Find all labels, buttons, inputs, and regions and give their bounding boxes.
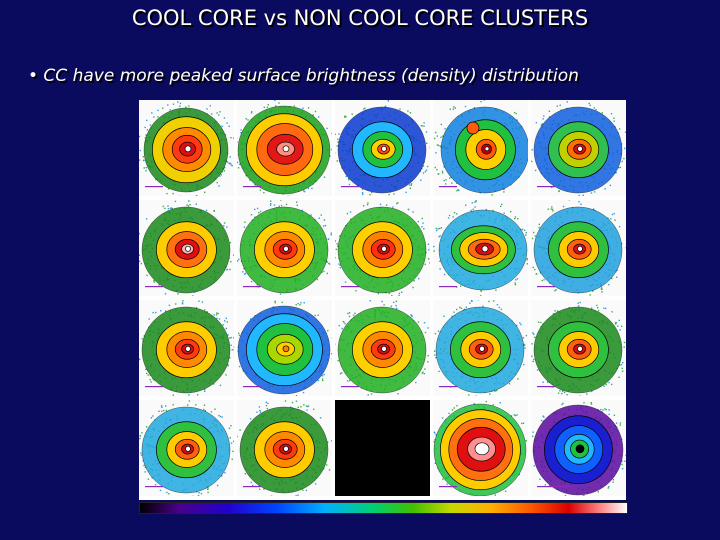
colorbar: [139, 502, 628, 514]
cluster-image-tile: [433, 200, 528, 296]
cluster-image-tile: [531, 100, 626, 196]
bullet-text: • CC have more peaked surface brightness…: [28, 66, 579, 86]
cluster-image-tile: [433, 400, 528, 496]
cluster-image-tile: [237, 200, 332, 296]
cluster-image-tile: [237, 300, 332, 396]
empty-tile: [335, 400, 430, 496]
cluster-image-tile: [433, 300, 528, 396]
cluster-image-tile: [237, 100, 332, 196]
cluster-image-tile: [433, 100, 528, 196]
cluster-image-tile: [139, 300, 234, 396]
cluster-image-tile: [335, 300, 430, 396]
cluster-image-tile: [237, 400, 332, 496]
cluster-image-tile: [139, 100, 234, 196]
cluster-image-tile: [139, 400, 234, 496]
cluster-image-grid: [139, 100, 626, 500]
cluster-image-tile: [531, 300, 626, 396]
cluster-image-tile: [335, 100, 430, 196]
cluster-image-tile: [531, 200, 626, 296]
slide-title: COOL CORE vs NON COOL CORE CLUSTERS: [131, 6, 589, 30]
cluster-image-tile: [531, 400, 626, 496]
cluster-image-tile: [139, 200, 234, 296]
cluster-image-tile: [335, 200, 430, 296]
